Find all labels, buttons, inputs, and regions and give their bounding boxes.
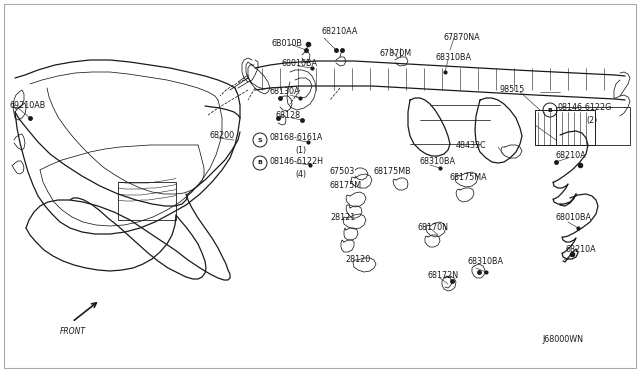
Text: 67870NA: 67870NA <box>444 33 481 42</box>
Text: 68010BA: 68010BA <box>556 214 592 222</box>
Text: S: S <box>258 138 262 142</box>
Text: 28121: 28121 <box>330 214 355 222</box>
Text: 68130A: 68130A <box>270 87 301 96</box>
Text: (2): (2) <box>586 115 597 125</box>
Text: 68200: 68200 <box>210 131 235 141</box>
Text: 08146-6122H: 08146-6122H <box>270 157 324 167</box>
Text: 08146-6122G: 08146-6122G <box>558 103 612 112</box>
Text: 28120: 28120 <box>345 256 371 264</box>
Bar <box>118 182 176 220</box>
Text: 68310BA: 68310BA <box>436 54 472 62</box>
Text: 08168-6161A: 08168-6161A <box>270 134 323 142</box>
Text: 68010BA: 68010BA <box>282 60 318 68</box>
Text: 69210AB: 69210AB <box>10 100 46 109</box>
Text: 68210A: 68210A <box>556 151 587 160</box>
Text: 67503: 67503 <box>330 167 355 176</box>
Text: B: B <box>257 160 262 166</box>
Text: 68210A: 68210A <box>566 246 596 254</box>
Text: 67870M: 67870M <box>380 49 412 58</box>
Text: 68170N: 68170N <box>418 224 449 232</box>
Text: 68175MA: 68175MA <box>450 173 488 183</box>
Text: FRONT: FRONT <box>60 327 86 337</box>
Text: 68175MB: 68175MB <box>374 167 412 176</box>
Text: 98515: 98515 <box>500 86 525 94</box>
Text: 6B010B: 6B010B <box>272 39 303 48</box>
Text: 68310BA: 68310BA <box>468 257 504 266</box>
Text: 68175M: 68175M <box>330 182 362 190</box>
Text: 68128: 68128 <box>276 112 301 121</box>
Bar <box>535 110 595 145</box>
Text: (4): (4) <box>295 170 306 179</box>
Text: 68210AA: 68210AA <box>322 28 358 36</box>
Text: 48433C: 48433C <box>456 141 486 150</box>
Text: (1): (1) <box>295 145 306 154</box>
Text: J68000WN: J68000WN <box>542 336 583 344</box>
Text: B: B <box>548 108 552 112</box>
Text: 68172N: 68172N <box>428 272 459 280</box>
Text: 68310BA: 68310BA <box>420 157 456 167</box>
